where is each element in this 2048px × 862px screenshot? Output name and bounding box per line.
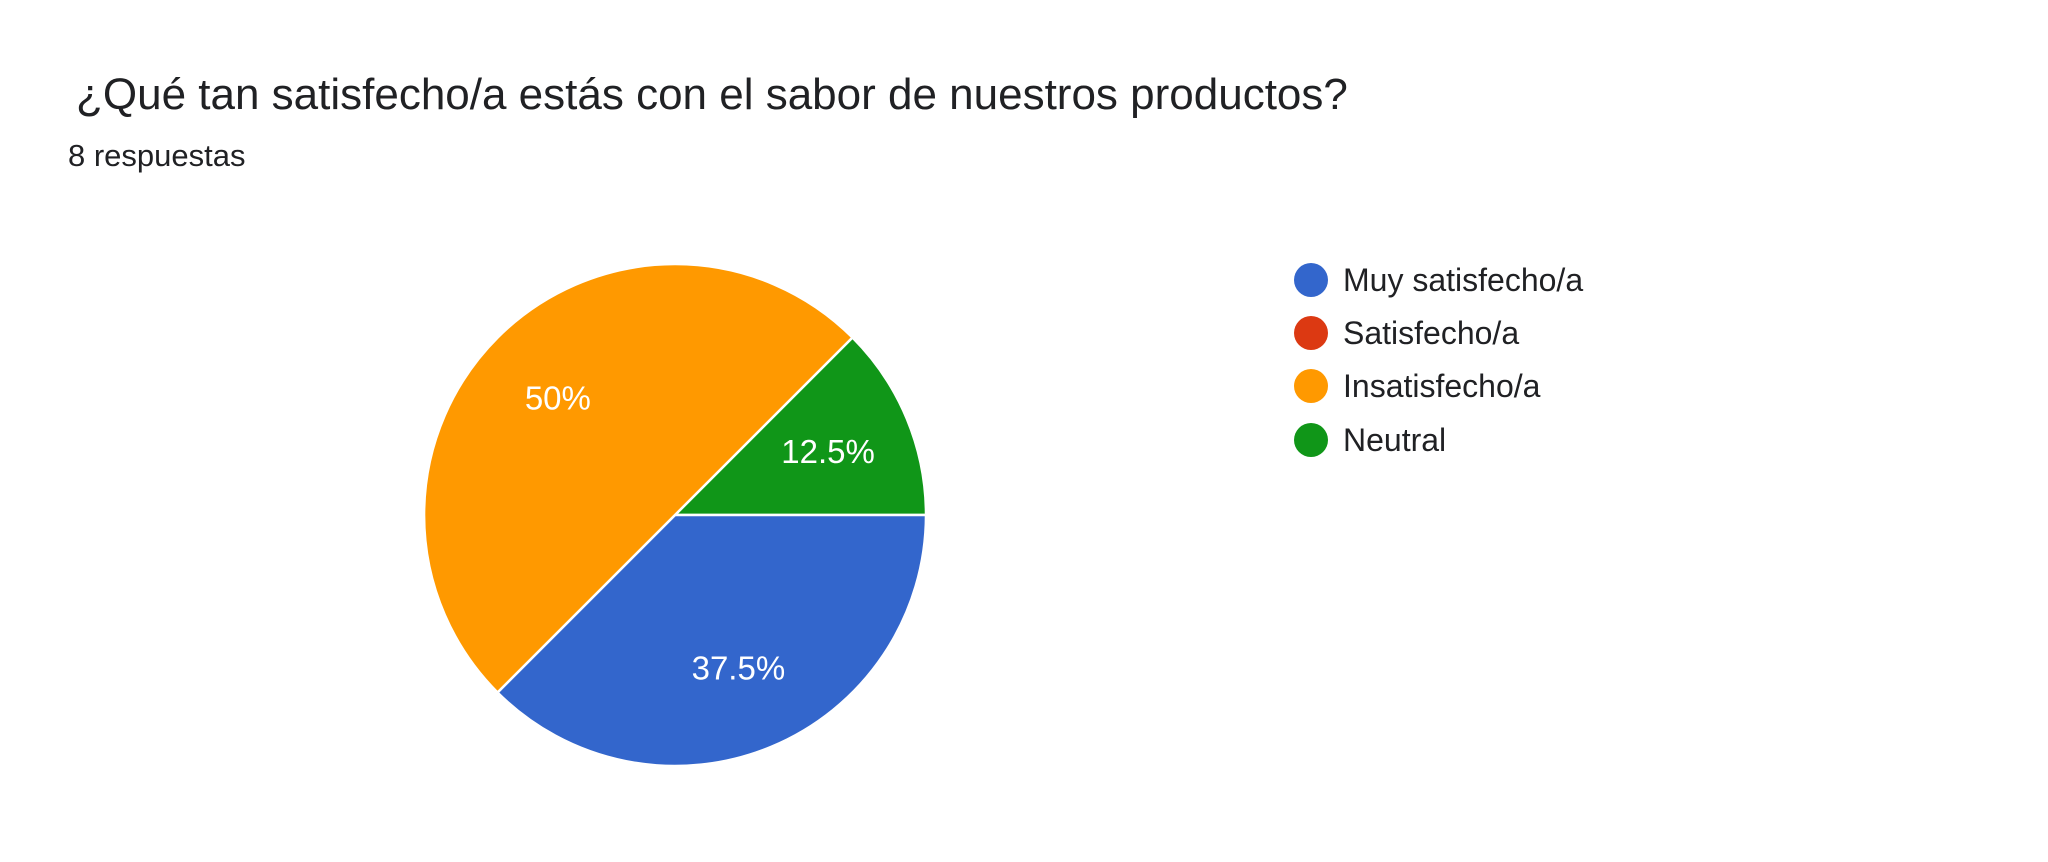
pie-slice-labels: 12.5% 37.5% 50% [525,379,875,686]
response-count: 8 respuestas [68,138,246,173]
legend-label: Muy satisfecho/a [1343,261,1584,298]
chart-legend: Muy satisfecho/a Satisfecho/a Insatisfecho… [1294,253,1583,466]
legend-swatch [1294,315,1328,350]
legend-item[interactable]: Satisfecho/a [1294,306,1583,359]
pie-slice-neutral[interactable] [673,336,928,517]
legend-swatch [1294,262,1328,297]
legend-label: Satisfecho/a [1343,314,1520,351]
pie-slice-label: 50% [525,379,591,416]
pie-slice-muy-satisfecho-a[interactable] [496,513,928,768]
legend-item[interactable]: Insatisfecho/a [1294,360,1583,413]
pie-slice-label: 37.5% [692,650,786,687]
chart-title: ¿Qué tan satisfecho/a estás con el sabor… [76,70,1348,119]
legend-item[interactable]: Neutral [1294,413,1583,466]
pie-slices [422,262,928,768]
pie-slice-label: 12.5% [781,433,875,470]
legend-swatch [1294,369,1328,404]
legend-label: Insatisfecho/a [1343,368,1541,405]
legend-label: Neutral [1343,421,1447,458]
pie-slice-insatisfecho-a[interactable] [422,262,854,694]
legend-swatch [1294,422,1328,457]
legend-item[interactable]: Muy satisfecho/a [1294,253,1583,306]
